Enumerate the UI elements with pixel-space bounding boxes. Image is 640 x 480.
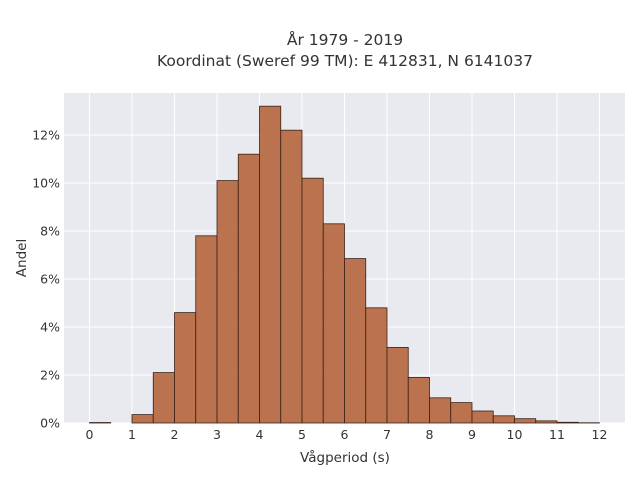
histogram-bar	[386, 346, 409, 424]
x-tick-label: 5	[298, 427, 306, 442]
histogram-bar	[216, 180, 239, 424]
histogram-bar	[195, 235, 218, 424]
histogram-bar	[556, 421, 579, 424]
y-tick-label: 8%	[40, 224, 60, 239]
y-tick-label: 0%	[40, 416, 60, 431]
y-tick-label: 6%	[40, 272, 60, 287]
y-axis-ticks: 0% 2% 4% 6% 8% 10% 12%	[32, 128, 60, 431]
bars	[89, 105, 600, 424]
histogram-bar	[174, 312, 197, 424]
x-tick-label: 8	[426, 427, 434, 442]
x-tick-label: 1	[128, 427, 136, 442]
histogram-bar	[131, 414, 154, 424]
x-tick-label: 7	[383, 427, 391, 442]
x-tick-label: 0	[86, 427, 94, 442]
histogram-bar	[301, 177, 324, 424]
histogram-bar	[471, 410, 494, 424]
histogram-bar	[152, 372, 175, 424]
chart-title: År 1979 - 2019	[287, 30, 403, 49]
x-tick-label: 2	[171, 427, 179, 442]
histogram-bar	[280, 129, 303, 424]
x-tick-label: 12	[592, 427, 608, 442]
histogram-bar	[407, 376, 430, 424]
histogram-bar	[322, 223, 345, 424]
x-tick-label: 3	[213, 427, 221, 442]
histogram-bar	[429, 397, 452, 424]
x-tick-label: 11	[549, 427, 565, 442]
y-axis-title: Andel	[14, 239, 30, 277]
x-axis-title: Vågperiod (s)	[300, 449, 390, 466]
histogram-bar	[344, 258, 367, 424]
x-tick-label: 10	[507, 427, 523, 442]
histogram-bar	[535, 420, 558, 424]
histogram-bar	[237, 153, 260, 424]
y-tick-label: 2%	[40, 368, 60, 383]
y-tick-label: 12%	[32, 128, 60, 143]
x-axis-ticks: 0 1 2 3 4 5 6 7 8 9 10 11 12	[86, 427, 608, 442]
histogram-bar	[514, 418, 537, 424]
x-tick-label: 4	[256, 427, 264, 442]
x-tick-label: 9	[468, 427, 476, 442]
y-tick-label: 4%	[40, 320, 60, 335]
histogram-bar	[492, 415, 515, 424]
y-tick-label: 10%	[32, 176, 60, 191]
chart-subtitle: Koordinat (Sweref 99 TM): E 412831, N 61…	[157, 52, 533, 70]
histogram-bar	[450, 402, 473, 424]
histogram-bar	[259, 105, 282, 424]
histogram-bar	[365, 307, 388, 424]
x-tick-label: 6	[341, 427, 349, 442]
